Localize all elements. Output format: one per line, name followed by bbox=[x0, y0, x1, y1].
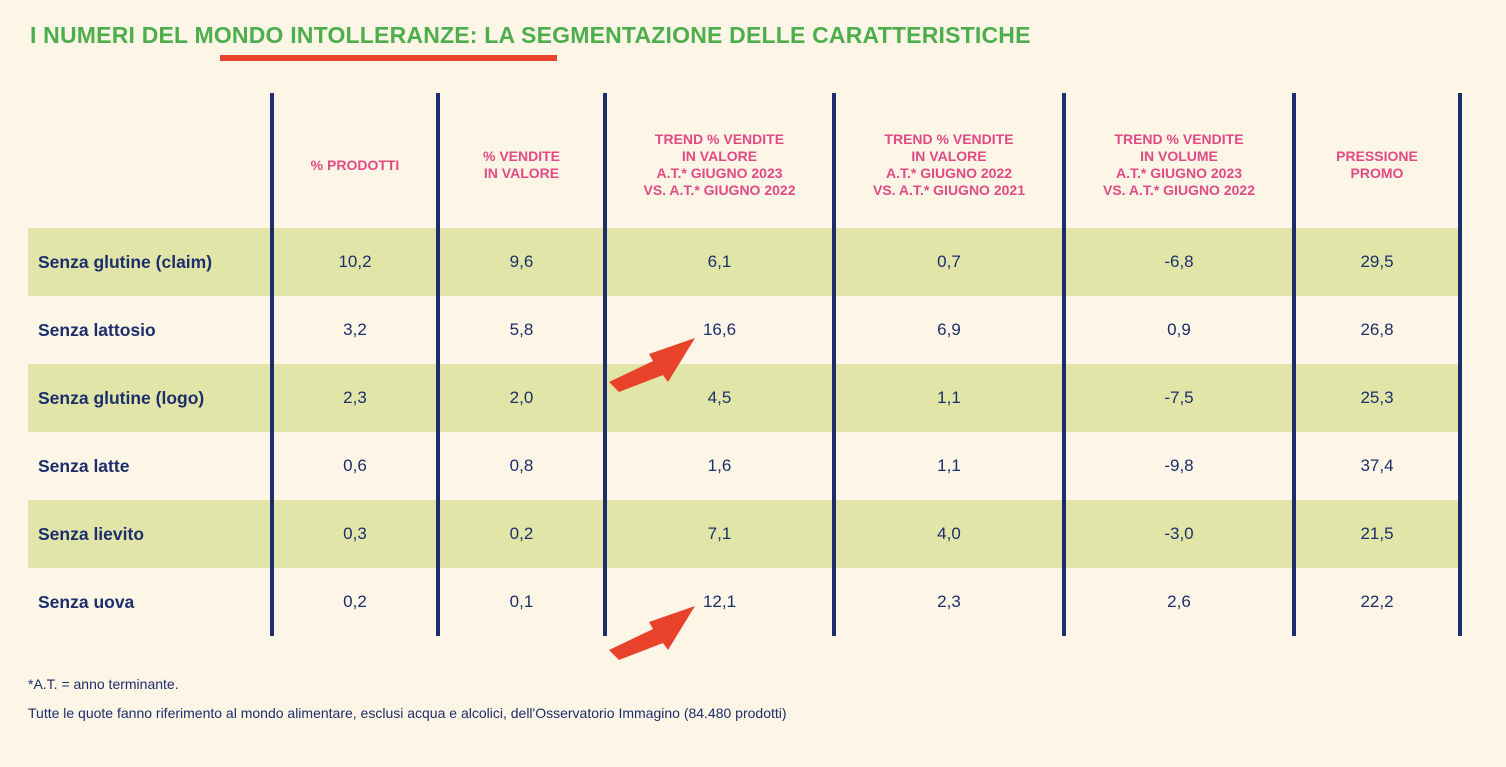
column-divider bbox=[1458, 93, 1462, 636]
table-cell: 3,2 bbox=[343, 320, 367, 339]
table-cell: 4,0 bbox=[937, 524, 961, 543]
table-cell: 6,1 bbox=[707, 252, 732, 271]
table-cell: 26,8 bbox=[1360, 320, 1394, 339]
table-cell: 0,9 bbox=[1167, 320, 1191, 339]
row-label: Senza lattosio bbox=[38, 319, 156, 340]
column-divider bbox=[832, 93, 836, 636]
table-cell: 5,8 bbox=[509, 320, 534, 339]
table-cell: 6,9 bbox=[937, 320, 961, 339]
table-cell: 4,5 bbox=[707, 388, 732, 407]
table-cell: 1,1 bbox=[937, 456, 961, 475]
table-cell: 0,1 bbox=[509, 592, 534, 611]
table-cell: 1,6 bbox=[707, 456, 732, 475]
table-cell: 37,4 bbox=[1360, 456, 1394, 475]
table-cell: 1,1 bbox=[937, 388, 961, 407]
table-cell: 25,3 bbox=[1360, 388, 1394, 407]
highlight-arrow-icon bbox=[609, 606, 695, 660]
table-cell: 2,3 bbox=[937, 592, 961, 611]
footnote-source: Tutte le quote fanno riferimento al mond… bbox=[28, 705, 787, 721]
table-cell: 12,1 bbox=[702, 592, 737, 611]
row-band bbox=[28, 228, 1462, 296]
column-header: % VENDITE IN VALORE bbox=[482, 148, 560, 181]
table-cell: 0,8 bbox=[509, 456, 534, 475]
column-divider bbox=[436, 93, 440, 636]
table-cell: 0,7 bbox=[937, 252, 961, 271]
table-cell: -9,8 bbox=[1164, 456, 1194, 475]
table-cell: -7,5 bbox=[1164, 388, 1194, 407]
table-cell: 0,2 bbox=[509, 524, 534, 543]
table-cell: 0,6 bbox=[343, 456, 367, 475]
column-header: TREND % VENDITE IN VALORE A.T.* GIUGNO 2… bbox=[873, 131, 1025, 198]
table-cell: 2,6 bbox=[1167, 592, 1191, 611]
table-cell: -3,0 bbox=[1164, 524, 1194, 543]
row-label: Senza lievito bbox=[38, 523, 145, 544]
table-cell: 22,2 bbox=[1360, 592, 1394, 611]
footnote-at: *A.T. = anno terminante. bbox=[28, 676, 179, 692]
table-cell: 7,1 bbox=[707, 524, 732, 543]
column-divider bbox=[603, 93, 607, 636]
row-label: Senza latte bbox=[38, 455, 130, 476]
column-divider bbox=[270, 93, 274, 636]
table-cell: 2,0 bbox=[509, 388, 534, 407]
table-cell: 0,2 bbox=[343, 592, 367, 611]
table-cell: 2,3 bbox=[343, 388, 367, 407]
column-header: % PRODOTTI bbox=[310, 156, 400, 173]
column-header: TREND % VENDITE IN VALORE A.T.* GIUGNO 2… bbox=[643, 131, 796, 198]
table-cell: 16,6 bbox=[702, 320, 737, 339]
title-underline bbox=[220, 55, 557, 61]
row-label: Senza glutine (logo) bbox=[38, 387, 205, 408]
table-cell: -6,8 bbox=[1164, 252, 1194, 271]
page-title: I NUMERI DEL MONDO INTOLLERANZE: LA SEGM… bbox=[30, 22, 1031, 48]
column-header: TREND % VENDITE IN VOLUME A.T.* GIUGNO 2… bbox=[1103, 131, 1255, 198]
row-band bbox=[28, 364, 1462, 432]
column-divider bbox=[1292, 93, 1296, 636]
table-cell: 21,5 bbox=[1360, 524, 1394, 543]
column-header: PRESSIONE PROMO bbox=[1336, 148, 1418, 181]
highlight-arrow-icon bbox=[609, 338, 695, 392]
table-cell: 10,2 bbox=[338, 252, 372, 271]
table-cell: 9,6 bbox=[509, 252, 534, 271]
table-cell: 0,3 bbox=[343, 524, 367, 543]
row-band bbox=[28, 500, 1462, 568]
column-divider bbox=[1062, 93, 1066, 636]
row-label: Senza uova bbox=[38, 591, 135, 612]
table-cell: 29,5 bbox=[1360, 252, 1394, 271]
row-label: Senza glutine (claim) bbox=[38, 251, 213, 272]
